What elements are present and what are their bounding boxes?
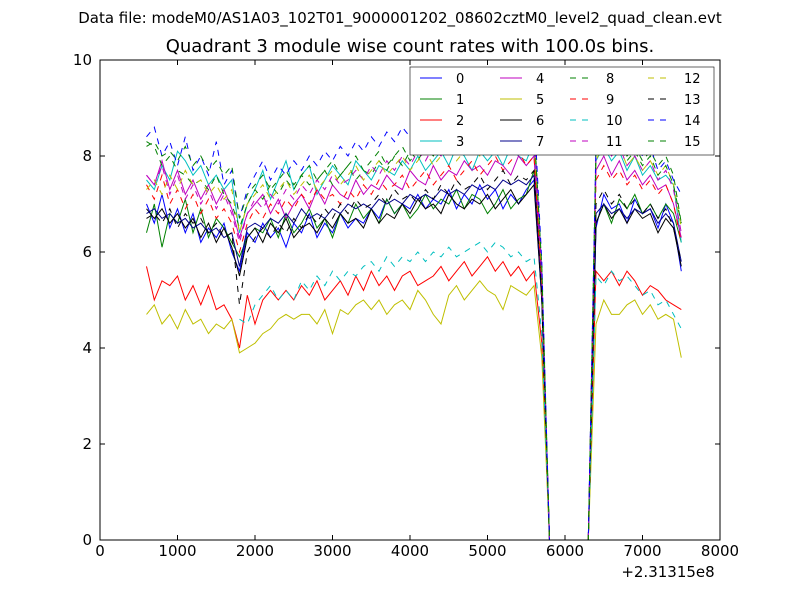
series-line-13	[146, 169, 682, 541]
legend-label-13: 13	[684, 93, 701, 108]
legend-label-15: 15	[684, 135, 701, 150]
legend-label-11: 11	[606, 135, 623, 150]
x-tick-label: 0	[95, 542, 105, 560]
legend-label-9: 9	[606, 93, 614, 108]
series-line-7	[146, 173, 682, 541]
y-tick-label: 2	[82, 435, 92, 453]
legend-label-7: 7	[536, 135, 544, 150]
series-line-5	[146, 280, 682, 541]
legend-label-1: 1	[456, 93, 464, 108]
series-line-2	[146, 255, 682, 541]
legend-label-0: 0	[456, 72, 464, 87]
chart-title: Quadrant 3 module wise count rates with …	[165, 36, 655, 57]
series-line-11	[146, 126, 682, 541]
legend-label-5: 5	[536, 93, 544, 108]
legend-label-10: 10	[606, 114, 623, 129]
figure-suptitle: Data file: modeM0/AS1A03_102T01_90000012…	[78, 9, 722, 27]
x-tick-label: 3000	[313, 542, 351, 560]
legend-label-3: 3	[456, 135, 464, 150]
legend-label-14: 14	[684, 114, 701, 129]
y-tick-label: 4	[82, 339, 92, 357]
legend-label-12: 12	[684, 72, 701, 87]
x-tick-label: 8000	[701, 542, 739, 560]
x-tick-label: 4000	[391, 542, 429, 560]
x-tick-label: 2000	[236, 542, 274, 560]
legend-label-8: 8	[606, 72, 614, 87]
series-line-1	[146, 170, 682, 541]
x-tick-label: 7000	[623, 542, 661, 560]
series-layer	[146, 91, 682, 541]
series-line-10	[239, 241, 682, 541]
legend-label-2: 2	[456, 114, 464, 129]
series-line-12	[146, 131, 682, 541]
y-tick-label: 0	[82, 531, 92, 549]
x-tick-label: 1000	[158, 542, 196, 560]
x-tick-label: 5000	[468, 542, 506, 560]
series-line-15	[146, 121, 682, 541]
legend-label-4: 4	[536, 72, 544, 87]
legend-box	[409, 66, 715, 156]
x-offset-label: +2.31315e8	[621, 563, 714, 581]
y-tick-label: 6	[82, 243, 92, 261]
y-tick-label: 10	[73, 51, 92, 69]
series-line-6	[146, 183, 682, 541]
x-tick-label: 6000	[546, 542, 584, 560]
legend-label-6: 6	[536, 114, 544, 129]
y-tick-label: 8	[82, 147, 92, 165]
